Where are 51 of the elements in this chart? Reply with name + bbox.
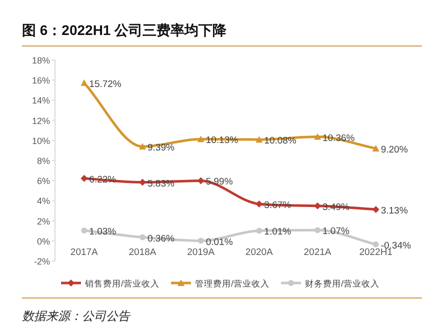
point bbox=[139, 178, 146, 186]
point bbox=[81, 228, 88, 234]
point bbox=[372, 241, 379, 248]
y-tick-label: 6% bbox=[36, 176, 50, 186]
data-label: 15.72% bbox=[89, 78, 122, 90]
point bbox=[140, 234, 146, 240]
point bbox=[314, 202, 321, 210]
point bbox=[372, 144, 380, 152]
data-label: 1.01% bbox=[264, 226, 292, 238]
y-tick-label: 4% bbox=[36, 196, 50, 206]
point bbox=[198, 238, 204, 244]
y-tick-label: 18% bbox=[32, 56, 50, 66]
data-label: 9.39% bbox=[148, 142, 175, 154]
legend-label: 财务费用/营业收入 bbox=[305, 278, 380, 288]
y-tick-label: 16% bbox=[32, 76, 50, 86]
point bbox=[314, 133, 321, 140]
data-label: 0.01% bbox=[206, 236, 234, 248]
x-tick-label: 2017A bbox=[70, 246, 99, 258]
point bbox=[256, 228, 262, 234]
legend-label: 销售费用/营业收入 bbox=[84, 278, 160, 288]
data-label: 9.20% bbox=[380, 144, 408, 156]
y-tick-label: 10% bbox=[32, 136, 50, 146]
point bbox=[314, 227, 320, 234]
legend-label: 管理费用/营业收入 bbox=[195, 278, 270, 288]
point bbox=[80, 174, 88, 182]
x-tick-label: 2018A bbox=[128, 246, 157, 258]
y-tick-label: 8% bbox=[36, 156, 50, 166]
y-tick-label: 2% bbox=[36, 216, 50, 226]
x-tick-label: 2022H1 bbox=[359, 246, 392, 258]
y-tick-label: 14% bbox=[32, 96, 50, 106]
point bbox=[256, 136, 263, 143]
data-label: 0.36% bbox=[148, 233, 175, 244]
data-label: 3.67% bbox=[264, 200, 292, 212]
title: 图 6：2022H1 公司三费率均下降 bbox=[22, 22, 227, 38]
y-tick-label: -2% bbox=[34, 256, 50, 266]
x-tick-label: 2019A bbox=[187, 246, 216, 258]
point bbox=[256, 200, 263, 208]
source-note: 数据来源：公司公告 bbox=[22, 309, 131, 323]
y-tick-label: 12% bbox=[32, 116, 50, 126]
y-tick-label: 0% bbox=[36, 236, 50, 246]
point bbox=[139, 143, 146, 150]
data-label: 1.07% bbox=[322, 226, 350, 238]
data-label: 6.22% bbox=[89, 174, 117, 186]
point bbox=[80, 79, 88, 86]
x-tick-label: 2021A bbox=[304, 246, 332, 258]
data-label: 3.49% bbox=[322, 202, 350, 213]
x-tick-label: 2020A bbox=[245, 246, 274, 258]
point bbox=[372, 206, 380, 213]
data-label: 1.03% bbox=[89, 226, 117, 238]
point bbox=[197, 136, 204, 142]
data-label: 3.13% bbox=[380, 205, 408, 216]
